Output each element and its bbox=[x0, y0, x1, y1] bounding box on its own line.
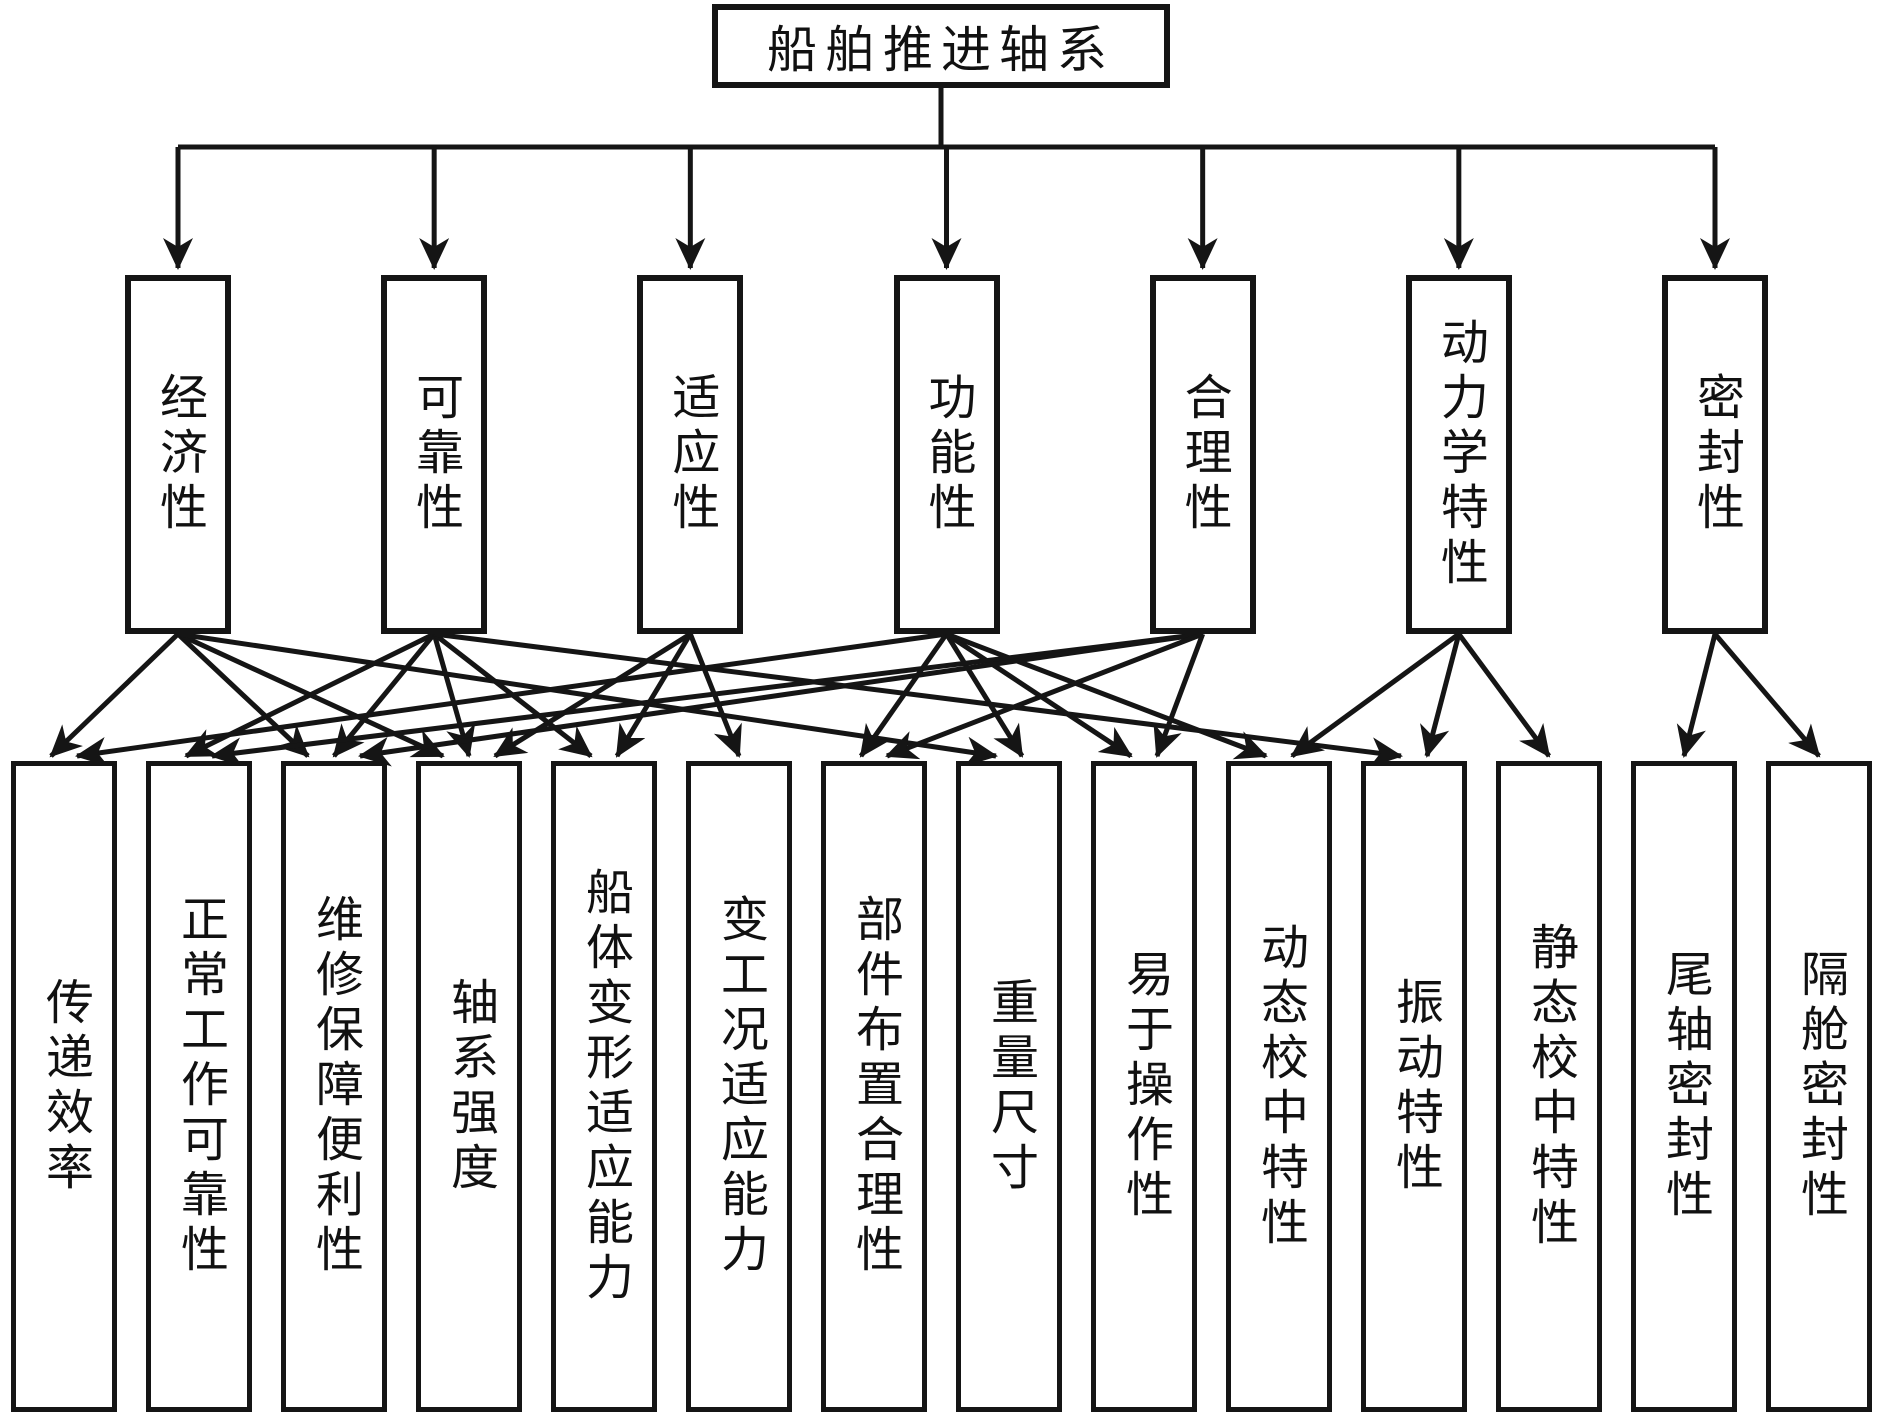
indicator-node-normal-working-reliability: 正常工作可靠性 bbox=[146, 761, 252, 1412]
indicator-label: 轴系强度 bbox=[443, 976, 496, 1197]
indicator-label: 部件布置合理性 bbox=[848, 894, 901, 1279]
indicator-node-dynamic-alignment: 动态校中特性 bbox=[1226, 761, 1332, 1412]
indicator-label: 船体变形适应能力 bbox=[578, 866, 631, 1307]
root-node-label: 船舶推进轴系 bbox=[767, 22, 1115, 78]
indicator-node-component-layout-rationality: 部件布置合理性 bbox=[821, 761, 927, 1412]
indicator-label: 传递效率 bbox=[38, 976, 91, 1197]
indicator-label: 振动特性 bbox=[1388, 976, 1441, 1197]
indicator-label: 易于操作性 bbox=[1118, 949, 1171, 1224]
criterion-node-rationality: 合理性 bbox=[1149, 275, 1256, 634]
indicator-node-hull-deformation-adaptability: 船体变形适应能力 bbox=[551, 761, 657, 1412]
indicator-node-vibration: 振动特性 bbox=[1361, 761, 1467, 1412]
root-node: 船舶推进轴系 bbox=[712, 4, 1170, 88]
indicator-label: 维修保障便利性 bbox=[308, 894, 361, 1279]
indicator-node-variable-condition-adaptability: 变工况适应能力 bbox=[686, 761, 792, 1412]
indicator-label: 隔舱密封性 bbox=[1793, 949, 1846, 1224]
criterion-label: 动力学特性 bbox=[1432, 317, 1486, 592]
criterion-label: 合理性 bbox=[1176, 372, 1230, 537]
criterion-label: 可靠性 bbox=[408, 372, 462, 537]
indicator-node-shafting-strength: 轴系强度 bbox=[416, 761, 522, 1412]
indicator-node-ease-of-operation: 易于操作性 bbox=[1091, 761, 1197, 1412]
indicator-node-static-alignment: 静态校中特性 bbox=[1496, 761, 1602, 1412]
criterion-label: 经济性 bbox=[152, 372, 205, 537]
criterion-label: 密封性 bbox=[1689, 372, 1742, 537]
indicator-node-stern-shaft-sealing: 尾轴密封性 bbox=[1631, 761, 1737, 1412]
indicator-label: 静态校中特性 bbox=[1523, 921, 1576, 1252]
indicator-label: 重量尺寸 bbox=[983, 976, 1036, 1197]
indicator-node-compartment-sealing: 隔舱密封性 bbox=[1766, 761, 1872, 1412]
indicator-node-weight-size: 重量尺寸 bbox=[956, 761, 1062, 1412]
criterion-label: 功能性 bbox=[920, 372, 974, 537]
indicator-node-maintenance-convenience: 维修保障便利性 bbox=[281, 761, 387, 1412]
criterion-node-sealing: 密封性 bbox=[1662, 275, 1768, 634]
criterion-node-dynamics: 动力学特性 bbox=[1405, 275, 1512, 634]
indicator-label: 动态校中特性 bbox=[1253, 921, 1306, 1252]
indicator-label: 正常工作可靠性 bbox=[173, 894, 226, 1279]
criterion-node-economy: 经济性 bbox=[125, 275, 231, 634]
indicator-label: 变工况适应能力 bbox=[713, 894, 766, 1279]
criterion-node-adaptability: 适应性 bbox=[637, 275, 744, 634]
criterion-label: 适应性 bbox=[664, 372, 718, 537]
indicator-label: 尾轴密封性 bbox=[1658, 949, 1711, 1224]
indicator-node-transmission-efficiency: 传递效率 bbox=[11, 761, 117, 1412]
criterion-node-functionality: 功能性 bbox=[893, 275, 1000, 634]
criterion-node-reliability: 可靠性 bbox=[381, 275, 488, 634]
